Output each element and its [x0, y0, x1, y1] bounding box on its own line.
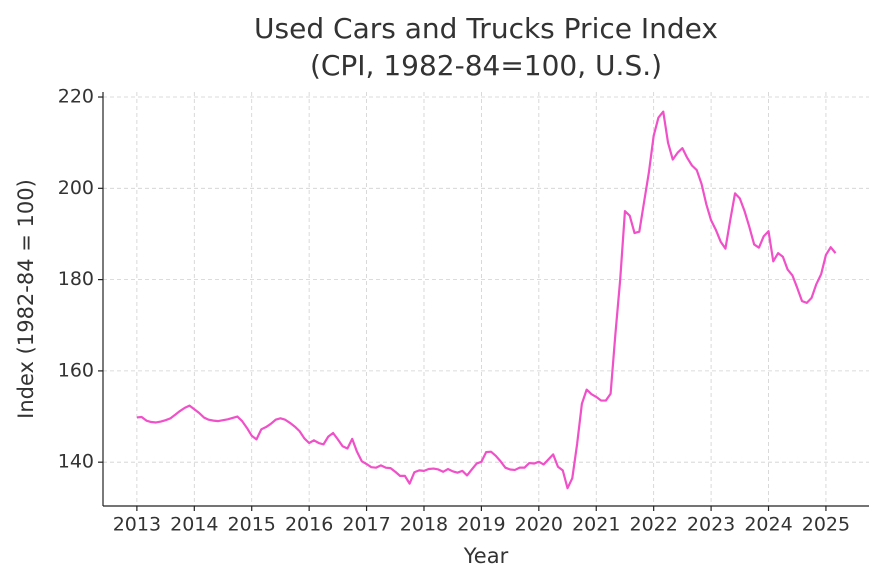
y-tick-label: 200 — [58, 177, 94, 199]
chart-subtitle: (CPI, 1982-84=100, U.S.) — [310, 49, 662, 82]
x-tick-label: 2020 — [515, 514, 563, 536]
x-tick-label: 2024 — [744, 514, 792, 536]
x-tick-label: 2016 — [285, 514, 333, 536]
y-tick-label: 220 — [58, 86, 94, 108]
x-tick-label: 2018 — [400, 514, 448, 536]
x-axis-label: Year — [463, 544, 509, 568]
x-tick-label: 2021 — [572, 514, 620, 536]
chart-title: Used Cars and Trucks Price Index — [254, 12, 718, 45]
x-tick-label: 2014 — [170, 514, 218, 536]
x-tick-label: 2025 — [802, 514, 850, 536]
y-tick-label: 140 — [58, 451, 94, 473]
y-tick-label: 160 — [58, 359, 94, 381]
y-tick-label: 180 — [58, 268, 94, 290]
y-axis-label: Index (1982-84 = 100) — [14, 179, 38, 419]
series-line — [136, 110, 837, 490]
x-tick-label: 2013 — [113, 514, 161, 536]
x-tick-label: 2015 — [228, 514, 276, 536]
x-tick-label: 2017 — [342, 514, 390, 536]
x-tick-label: 2022 — [629, 514, 677, 536]
x-tick-label: 2023 — [687, 514, 735, 536]
x-tick-label: 2019 — [457, 514, 505, 536]
